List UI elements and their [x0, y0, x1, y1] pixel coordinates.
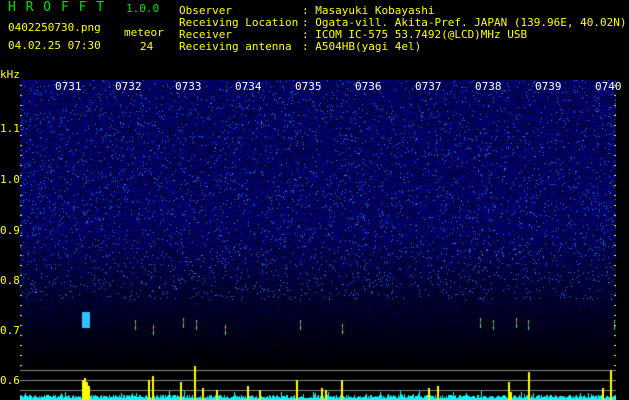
filename: 0402250730.png [8, 21, 101, 34]
time-tick-label: 0733 [175, 80, 202, 93]
y-tick-label: 0.6 [0, 374, 20, 387]
meteor-count: 24 [140, 40, 154, 53]
time-tick-label: 0738 [475, 80, 502, 93]
location-label: Receiving Location [179, 16, 299, 29]
y-tick-label: 0.7 [0, 324, 20, 337]
y-tick-label: 0.8 [0, 274, 20, 287]
time-tick-label: 0734 [235, 80, 262, 93]
time-tick-label: 0739 [535, 80, 562, 93]
y-unit: kHz [0, 68, 20, 81]
time-tick-label: 0736 [355, 80, 382, 93]
receiver-label: Receiver [179, 28, 232, 41]
app-version: 1.0.0 [126, 2, 160, 15]
time-tick-label: 0732 [115, 80, 142, 93]
meteor-label: meteor [124, 26, 164, 39]
time-tick-label: 0740 [595, 80, 622, 93]
y-tick-label: 1.1 [0, 122, 20, 135]
spectrogram [20, 80, 616, 400]
time-tick-label: 0735 [295, 80, 322, 93]
antenna-label: Receiving antenna [179, 40, 292, 53]
location-value: : Ogata-vill. Akita-Pref. JAPAN (139.96E… [302, 16, 627, 29]
observer-value: : Masayuki Kobayashi [302, 4, 435, 17]
app-title: H R O F F T [8, 0, 106, 15]
time-tick-label: 0731 [55, 80, 82, 93]
observer-label: Observer [179, 4, 232, 17]
y-tick-label: 1.0 [0, 173, 20, 186]
datetime: 04.02.25 07:30 [8, 39, 101, 52]
antenna-value: : A504HB(yagi 4el) [302, 40, 422, 53]
receiver-value: : ICOM IC-575 53.7492(@LCD)MHz USB [302, 28, 528, 41]
y-tick-label: 0.9 [0, 224, 20, 237]
time-tick-label: 0737 [415, 80, 442, 93]
